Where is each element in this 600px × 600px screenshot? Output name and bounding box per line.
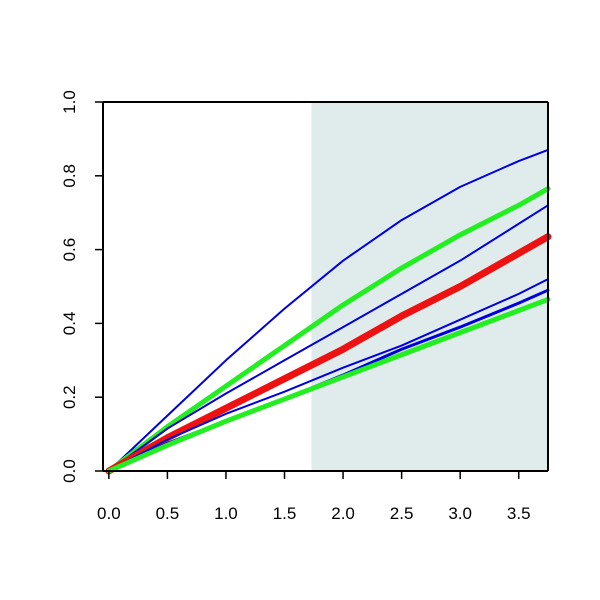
shaded-region-layer: [311, 102, 548, 471]
x-tick-label: 0.0: [97, 504, 121, 523]
y-tick-label: 0.0: [60, 459, 79, 483]
y-tick-label: 0.8: [60, 164, 79, 188]
x-tick-label: 2.5: [390, 504, 414, 523]
x-tick-label: 3.5: [507, 504, 531, 523]
series-line-1: [107, 148, 549, 472]
y-tick-label: 0.6: [60, 238, 79, 262]
x-tick-label: 1.0: [214, 504, 238, 523]
series-line-4: [105, 233, 552, 475]
y-tick-label: 1.0: [60, 90, 79, 114]
x-tick-label: 3.0: [448, 504, 472, 523]
x-tick-label: 2.0: [331, 504, 355, 523]
series-line-7: [106, 296, 551, 474]
series-line-3: [107, 204, 549, 472]
x-tick-label: 0.5: [156, 504, 180, 523]
series-layer: [105, 148, 552, 475]
series-line-5: [107, 278, 549, 472]
series-line-2: [106, 186, 551, 474]
x-tick-label: 1.5: [273, 504, 297, 523]
axes-layer: 0.0 0.5 1.0 1.5 2.0 2.5 3.0 3.5 0.0 0.2 0.4 0.6 0.8 1…: [60, 90, 549, 523]
shaded-region: [311, 102, 548, 471]
y-tick-label: 0.4: [60, 312, 79, 336]
y-tick-label: 0.2: [60, 385, 79, 409]
